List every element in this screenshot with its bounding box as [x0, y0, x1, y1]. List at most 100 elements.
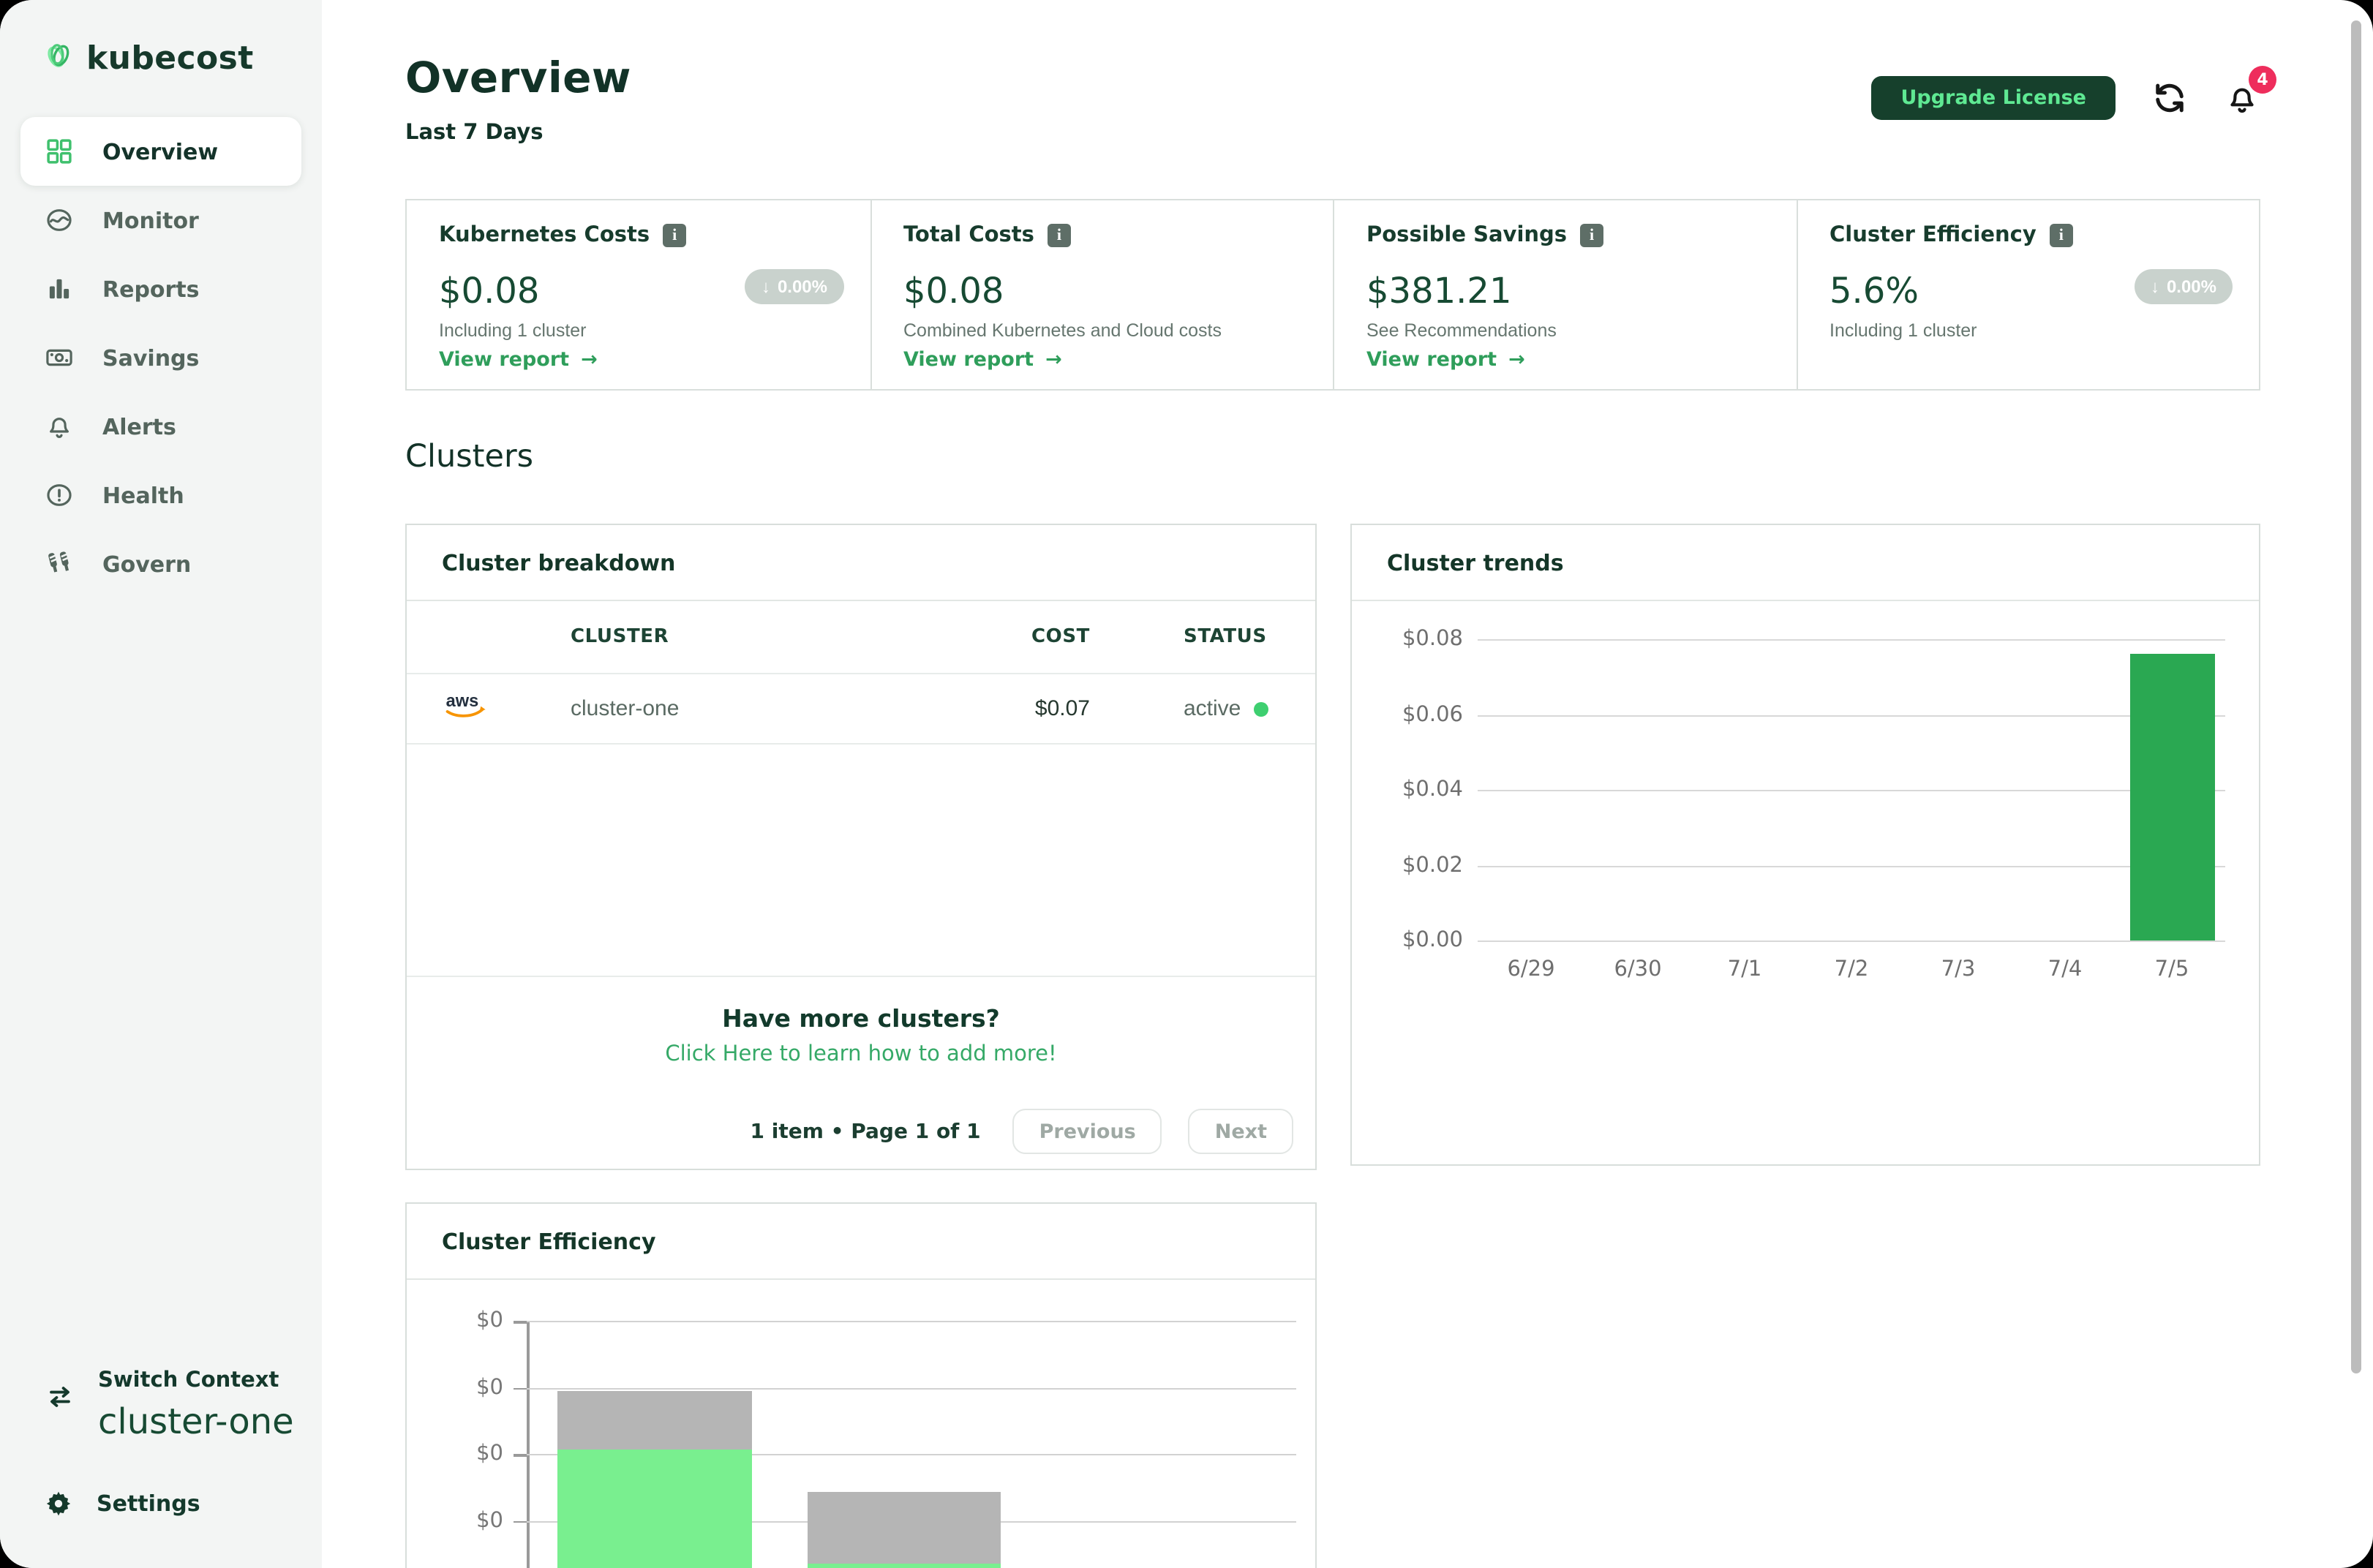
gridline — [527, 1387, 1296, 1389]
sidebar-item-govern[interactable]: Govern — [20, 529, 301, 598]
info-icon[interactable]: i — [1047, 224, 1071, 247]
topbar: Overview Last 7 Days Upgrade License — [405, 53, 2276, 145]
trend-bar[interactable] — [2129, 654, 2214, 941]
column-header-cost: COST — [1031, 626, 1090, 648]
x-axis-tick-label: 7/4 — [2047, 958, 2083, 981]
sidebar-item-label: Savings — [102, 344, 200, 371]
column-header-cluster: CLUSTER — [571, 626, 669, 648]
table-body: aws cluster-one $0.07 active — [407, 674, 1315, 745]
view-report-label: View report — [903, 348, 1034, 372]
sidebar-item-savings[interactable]: Savings — [20, 323, 301, 392]
efficiency-bar-used[interactable] — [808, 1564, 1001, 1568]
stat-cards-row: Kubernetes Costs i $0.08 ↓ 0.00% Including 1 … — [405, 199, 2260, 391]
down-arrow-icon: ↓ — [2150, 276, 2159, 297]
cluster-efficiency-card: Cluster Efficiency $0 $0 $0 $0 — [405, 1202, 1317, 1568]
down-arrow-icon: ↓ — [761, 276, 770, 297]
stat-card-title-row: Total Costs i — [903, 224, 1306, 247]
scrollbar[interactable] — [2351, 20, 2361, 1373]
cluster-trends-chart: $0.08 $0.06 $0.04 $0.02 $0.00 6/29 6/30 7/1 7/2 7… — [1352, 601, 2259, 1166]
stat-card-value: $0.08 — [903, 271, 1004, 312]
arrow-right-icon: → — [1045, 348, 1062, 372]
stat-card-description: Including 1 cluster — [1829, 320, 1977, 341]
change-badge: ↓ 0.00% — [745, 269, 843, 304]
gridline — [1478, 865, 2225, 867]
y-axis-tick-label: $0.06 — [1402, 703, 1463, 726]
bar-chart-icon — [44, 274, 75, 304]
x-axis-tick-label: 7/1 — [1727, 958, 1762, 981]
switch-context-button[interactable]: Switch Context cluster-one — [44, 1369, 304, 1442]
x-axis-tick-label: 7/3 — [1941, 958, 1976, 981]
x-axis-tick-label: 6/29 — [1507, 958, 1555, 981]
refresh-icon[interactable] — [2151, 79, 2189, 117]
stat-card-description: Including 1 cluster — [439, 320, 587, 341]
table-row[interactable]: aws cluster-one $0.07 active — [407, 674, 1315, 745]
cluster-trends-title: Cluster trends — [1352, 525, 2259, 601]
view-report-link[interactable]: View report → — [1366, 348, 1770, 372]
stat-card-description: Combined Kubernetes and Cloud costs — [903, 320, 1222, 341]
header-actions: Upgrade License 4 — [1871, 65, 2276, 120]
cluster-trends-card: Cluster trends $0.08 $0.06 $0.04 $0.02 $0.00… — [1350, 524, 2260, 1166]
settings-label: Settings — [97, 1490, 200, 1517]
svg-text:aws: aws — [446, 692, 479, 711]
sidebar: kubecost Overview Monitor Reports Savings Al… — [0, 0, 322, 1568]
stat-card-value: $381.21 — [1366, 271, 1512, 312]
view-report-link[interactable]: View report → — [439, 348, 843, 372]
swap-arrows-icon — [44, 1381, 76, 1413]
pagination-summary: 1 item • Page 1 of 1 — [750, 1120, 981, 1143]
sidebar-item-label: Monitor — [102, 207, 199, 233]
stat-card-description: See Recommendations — [1366, 320, 1557, 341]
gear-icon — [44, 1489, 73, 1518]
change-badge: ↓ 0.00% — [2134, 269, 2233, 304]
info-icon[interactable]: i — [663, 224, 687, 247]
stat-card-title-row: Cluster Efficiency i — [1829, 224, 2233, 247]
stat-card-title: Possible Savings — [1366, 224, 1568, 247]
gridline — [527, 1321, 1296, 1322]
sidebar-item-alerts[interactable]: Alerts — [20, 392, 301, 461]
add-clusters-link[interactable]: Click Here to learn how to add more! — [665, 1043, 1057, 1066]
efficiency-bar-idle[interactable] — [808, 1491, 1001, 1564]
switch-context-label: Switch Context — [98, 1369, 279, 1392]
y-axis-line — [527, 1321, 529, 1568]
grid-icon — [44, 136, 75, 167]
efficiency-bar-used[interactable] — [557, 1449, 752, 1568]
page-title: Overview — [405, 53, 631, 102]
sidebar-item-reports[interactable]: Reports — [20, 255, 301, 323]
status-label: active — [1184, 696, 1241, 721]
previous-page-button[interactable]: Previous — [1012, 1109, 1162, 1154]
stat-card-value-row: $0.08 — [903, 262, 1306, 312]
info-icon[interactable]: i — [1580, 224, 1604, 247]
view-report-link[interactable]: View report → — [903, 348, 1306, 372]
gridline — [527, 1454, 1296, 1455]
info-icon[interactable]: i — [2049, 224, 2073, 247]
monitor-pulse-icon — [44, 205, 75, 235]
sidebar-item-health[interactable]: Health — [20, 461, 301, 529]
y-axis-tick-label: $0.04 — [1402, 778, 1463, 802]
y-axis-tick-label: $0 — [476, 1309, 503, 1333]
stat-card-title: Total Costs — [903, 224, 1034, 247]
stat-card-title-row: Kubernetes Costs i — [439, 224, 843, 247]
change-badge-value: 0.00% — [777, 276, 827, 297]
upgrade-license-button[interactable]: Upgrade License — [1871, 76, 2116, 120]
bell-icon — [44, 411, 75, 442]
sidebar-item-monitor[interactable]: Monitor — [20, 186, 301, 255]
table-header-row: CLUSTER COST STATUS — [407, 601, 1315, 674]
cluster-breakdown-card: Cluster breakdown CLUSTER COST STATUS aws c… — [405, 524, 1317, 1170]
y-axis-tick-label: $0.00 — [1402, 929, 1463, 952]
sidebar-nav: Overview Monitor Reports Savings Alerts Healt… — [0, 117, 322, 598]
sidebar-item-overview[interactable]: Overview — [20, 117, 301, 186]
column-header-status: STATUS — [1184, 626, 1267, 648]
gridline — [1478, 715, 2225, 716]
sidebar-item-label: Govern — [102, 551, 192, 577]
cluster-name: cluster-one — [571, 696, 680, 721]
cluster-cost: $0.07 — [1034, 696, 1090, 721]
pagination-bar: 1 item • Page 1 of 1 Previous Next — [407, 1094, 1315, 1169]
notifications-button[interactable]: 4 — [2224, 65, 2276, 116]
kubecost-logo-icon — [44, 39, 73, 79]
next-page-button[interactable]: Next — [1188, 1109, 1293, 1154]
sidebar-item-label: Alerts — [102, 413, 176, 440]
efficiency-bar-idle[interactable] — [557, 1390, 752, 1450]
brand-logo[interactable]: kubecost — [0, 0, 322, 79]
sidebar-item-settings[interactable]: Settings — [44, 1489, 304, 1518]
cluster-breakdown-title: Cluster breakdown — [407, 525, 1315, 601]
cluster-efficiency-chart: $0 $0 $0 $0 — [407, 1280, 1315, 1568]
